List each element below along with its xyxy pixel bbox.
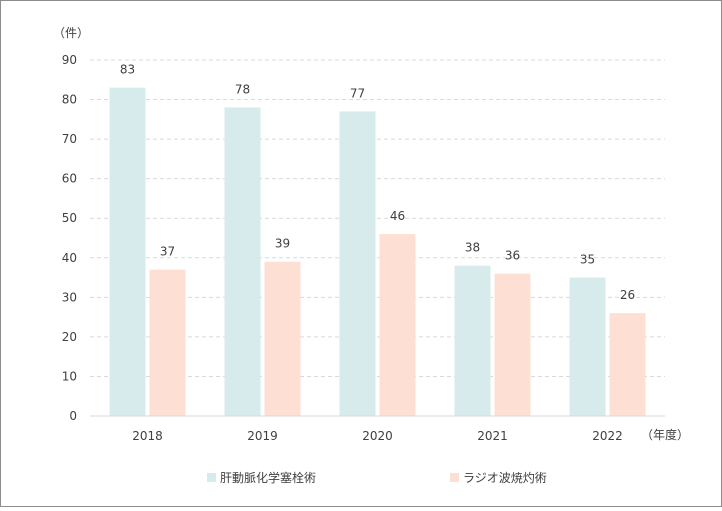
x-tick-label: 2019 (247, 429, 278, 443)
legend-label-tace: 肝動脈化学塞栓術 (220, 471, 317, 485)
bar (224, 107, 261, 416)
x-axis-ticks: 2018 2019 2020 2021 2022 (132, 429, 623, 443)
x-tick-label: 2020 (362, 429, 393, 443)
data-label: 36 (505, 249, 520, 263)
y-tick-label: 0 (69, 409, 77, 423)
bar (494, 273, 531, 416)
bar (454, 265, 491, 416)
y-tick-label: 10 (62, 369, 77, 383)
data-label: 37 (160, 245, 175, 259)
legend-item-rfa: ラジオ波焼灼術 (450, 469, 547, 486)
data-label: 38 (465, 241, 480, 255)
y-tick-label: 60 (62, 172, 77, 186)
y-tick-label: 30 (62, 290, 77, 304)
y-tick-label: 80 (62, 93, 77, 107)
bar (109, 87, 146, 416)
y-tick-label: 70 (62, 132, 77, 146)
x-tick-label: 2018 (132, 429, 163, 443)
data-label: 77 (350, 86, 365, 100)
bar (264, 261, 301, 416)
legend-label-rfa: ラジオ波焼灼術 (463, 471, 547, 485)
x-unit-label: （年度） (641, 427, 689, 442)
bar (379, 234, 416, 416)
bar (149, 269, 186, 416)
bar (609, 313, 646, 416)
bars (109, 87, 646, 416)
legend-swatch-rfa (450, 473, 459, 482)
y-tick-label: 50 (62, 211, 77, 225)
y-unit-label: （件） (53, 26, 89, 40)
data-label: 78 (235, 82, 250, 96)
y-tick-label: 90 (62, 53, 77, 67)
legend-item-tace: 肝動脈化学塞栓術 (207, 469, 316, 486)
data-label: 26 (620, 288, 635, 302)
data-label: 39 (275, 237, 290, 251)
data-label: 83 (120, 63, 135, 77)
data-label: 46 (390, 209, 405, 223)
gridlines (90, 59, 665, 377)
y-tick-label: 20 (62, 330, 77, 344)
bar (339, 111, 376, 416)
y-axis-ticks: 0 10 20 30 40 50 60 70 80 90 (62, 53, 77, 423)
data-label: 35 (580, 253, 595, 267)
y-tick-label: 40 (62, 251, 77, 265)
bar (569, 277, 606, 416)
x-tick-label: 2022 (592, 429, 623, 443)
data-labels: 83 37 78 39 77 46 38 36 35 26 (120, 63, 635, 302)
x-tick-label: 2021 (477, 429, 508, 443)
legend-swatch-tace (207, 473, 216, 482)
